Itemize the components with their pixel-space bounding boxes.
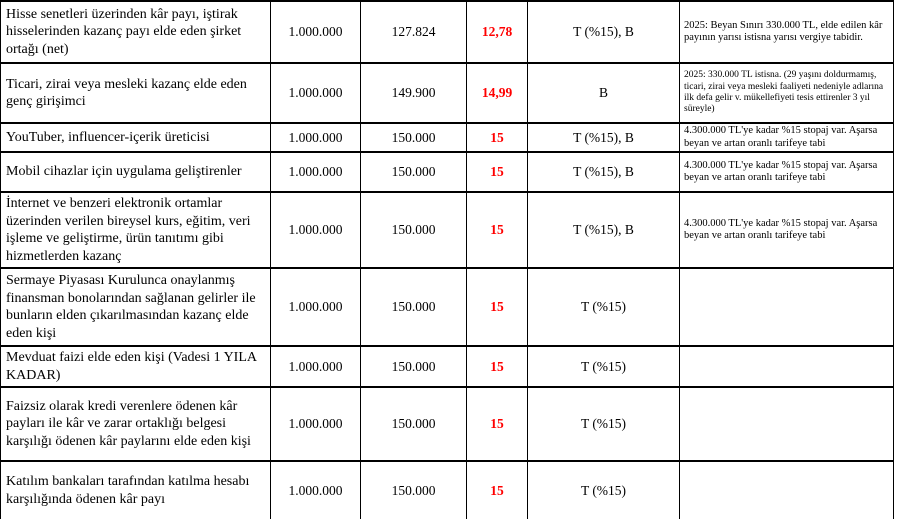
gross-amount-cell: 1.000.000 [270, 62, 361, 124]
table-row: Faizsiz olarak kredi verenlere ödenen kâ… [0, 386, 894, 462]
rate-cell: 15 [466, 191, 528, 269]
note-cell: 4.300.000 TL'ye kadar %15 stopaj var. Aş… [679, 191, 894, 269]
table-row: Katılım bankaları tarafından katılma hes… [0, 460, 894, 519]
income-type-cell: İnternet ve benzeri elektronik ortamlar … [0, 191, 271, 269]
tax-amount-cell: 150.000 [360, 386, 467, 462]
note-cell: 2025: Beyan Sınırı 330.000 TL, elde edil… [679, 0, 894, 64]
code-cell: T (%15) [527, 345, 680, 388]
income-type-cell: Mobil cihazlar için uygulama geliştirenl… [0, 151, 271, 193]
income-type-cell: YouTuber, influencer-içerik üreticisi [0, 122, 271, 153]
note-cell: 4.300.000 TL'ye kadar %15 stopaj var. Aş… [679, 151, 894, 193]
tax-amount-cell: 150.000 [360, 345, 467, 388]
rate-cell: 15 [466, 267, 528, 347]
income-type-cell: Ticari, zirai veya mesleki kazanç elde e… [0, 62, 271, 124]
table-row: İnternet ve benzeri elektronik ortamlar … [0, 191, 894, 269]
rate-cell: 15 [466, 151, 528, 193]
income-type-cell: Sermaye Piyasası Kurulunca onaylanmış fi… [0, 267, 271, 347]
code-cell: B [527, 62, 680, 124]
note-cell [679, 345, 894, 388]
rate-cell: 12,78 [466, 0, 528, 64]
rate-cell: 15 [466, 345, 528, 388]
tax-amount-cell: 150.000 [360, 191, 467, 269]
gross-amount-cell: 1.000.000 [270, 122, 361, 153]
tax-amount-cell: 150.000 [360, 267, 467, 347]
tax-amount-cell: 127.824 [360, 0, 467, 64]
income-type-cell: Mevduat faizi elde eden kişi (Vadesi 1 Y… [0, 345, 271, 388]
note-cell [679, 460, 894, 519]
code-cell: T (%15) [527, 386, 680, 462]
gross-amount-cell: 1.000.000 [270, 191, 361, 269]
tax-amount-cell: 150.000 [360, 151, 467, 193]
table-row: YouTuber, influencer-içerik üreticisi 1.… [0, 122, 894, 153]
gross-amount-cell: 1.000.000 [270, 0, 361, 64]
gross-amount-cell: 1.000.000 [270, 267, 361, 347]
code-cell: T (%15), B [527, 122, 680, 153]
note-cell: 2025: 330.000 TL istisna. (29 yaşını dol… [679, 62, 894, 124]
rate-cell: 15 [466, 460, 528, 519]
code-cell: T (%15) [527, 460, 680, 519]
table-row: Ticari, zirai veya mesleki kazanç elde e… [0, 62, 894, 124]
table-row: Hisse senetleri üzerinden kâr payı, işti… [0, 0, 894, 64]
code-cell: T (%15), B [527, 151, 680, 193]
tax-amount-cell: 149.900 [360, 62, 467, 124]
income-type-cell: Faizsiz olarak kredi verenlere ödenen kâ… [0, 386, 271, 462]
table-row: Mevduat faizi elde eden kişi (Vadesi 1 Y… [0, 345, 894, 388]
table-row: Mobil cihazlar için uygulama geliştirenl… [0, 151, 894, 193]
note-cell [679, 386, 894, 462]
gross-amount-cell: 1.000.000 [270, 460, 361, 519]
rate-cell: 15 [466, 122, 528, 153]
tax-amount-cell: 150.000 [360, 122, 467, 153]
rate-cell: 14,99 [466, 62, 528, 124]
table-row: Sermaye Piyasası Kurulunca onaylanmış fi… [0, 267, 894, 347]
tax-amount-cell: 150.000 [360, 460, 467, 519]
gross-amount-cell: 1.000.000 [270, 345, 361, 388]
gross-amount-cell: 1.000.000 [270, 151, 361, 193]
income-type-cell: Hisse senetleri üzerinden kâr payı, işti… [0, 0, 271, 64]
gross-amount-cell: 1.000.000 [270, 386, 361, 462]
code-cell: T (%15) [527, 267, 680, 347]
code-cell: T (%15), B [527, 191, 680, 269]
note-cell: 4.300.000 TL'ye kadar %15 stopaj var. Aş… [679, 122, 894, 153]
note-cell [679, 267, 894, 347]
income-type-cell: Katılım bankaları tarafından katılma hes… [0, 460, 271, 519]
code-cell: T (%15), B [527, 0, 680, 64]
rate-cell: 15 [466, 386, 528, 462]
